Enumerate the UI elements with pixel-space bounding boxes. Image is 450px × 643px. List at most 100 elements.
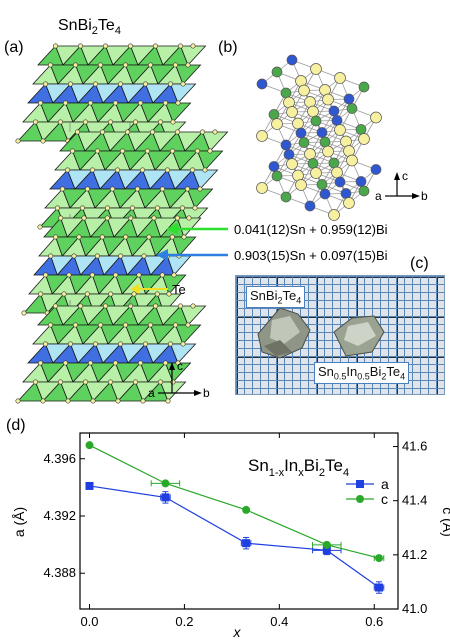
te-atom	[48, 253, 54, 259]
te-atom	[163, 100, 169, 106]
te-atom	[118, 253, 124, 259]
te-atom	[173, 62, 179, 68]
te-atom	[169, 234, 175, 240]
te-atom	[292, 117, 304, 130]
te-atom	[175, 100, 181, 106]
te-atom	[120, 148, 126, 154]
y-right-tick-label: 41.2	[402, 547, 427, 562]
te-atom	[271, 118, 283, 130]
data-point-c	[242, 505, 251, 514]
te-atom	[154, 291, 160, 297]
te-atom	[85, 186, 91, 192]
y-left-tick-label: 4.388	[43, 565, 76, 580]
chart-title: Sn1-xInxBi2Te4	[248, 456, 349, 479]
axis-b-label-b: b	[421, 189, 428, 203]
te-atom	[202, 167, 208, 173]
te-atom	[304, 148, 316, 160]
te-atom	[165, 167, 171, 173]
bi-site-atom	[358, 185, 370, 197]
te-atom	[123, 62, 129, 68]
chart-series	[85, 441, 385, 594]
te-atom	[178, 303, 184, 309]
te-atom	[322, 145, 334, 158]
te-atom	[150, 129, 156, 135]
te-atom	[123, 322, 129, 328]
panel-label-b: (b)	[218, 39, 238, 56]
te-atom	[108, 379, 114, 385]
te-atom	[115, 398, 121, 404]
te-atom	[84, 291, 90, 297]
axes-indicator-b: c b a	[375, 169, 428, 203]
te-atom	[175, 360, 181, 366]
te-atom	[310, 167, 322, 179]
data-point-a	[242, 539, 251, 548]
x-tick-label: 0.0	[80, 614, 98, 629]
te-atom	[58, 215, 64, 221]
te-atom	[66, 272, 72, 278]
bi-site-atom	[355, 124, 367, 135]
te-atom	[180, 81, 186, 87]
te-atom	[32, 379, 38, 385]
x-tick-label: 0.2	[175, 614, 193, 629]
left-axis-label: a (Å)	[11, 507, 27, 537]
sn-site-atom	[334, 176, 346, 188]
sn-site-atom	[331, 115, 343, 126]
te-atom	[343, 197, 355, 209]
photo-label-snbi2te4: SnBi2Te4	[246, 286, 306, 308]
te-atom	[42, 81, 48, 87]
axis-c-label-b: c	[402, 169, 408, 183]
te-atom	[37, 360, 43, 366]
te-atom	[88, 360, 94, 366]
x-tick-label: 0.6	[365, 614, 383, 629]
series-c	[85, 441, 385, 563]
photo-label-sn-in-bi2te4: Sn0.5In0.5Bi2Te4	[314, 362, 410, 384]
te-atom	[47, 322, 53, 328]
te-atom	[286, 106, 298, 118]
te-atom	[145, 148, 151, 154]
data-point-a	[161, 493, 170, 502]
te-atom	[52, 303, 58, 309]
right-axis-label: c (Å)	[440, 507, 450, 537]
te-atom	[113, 100, 119, 106]
te-atom	[21, 310, 27, 316]
sn-site-atom	[304, 200, 316, 212]
te-atom	[53, 234, 59, 240]
te-atom	[38, 291, 44, 297]
legend: a c	[346, 476, 389, 507]
te-atom	[40, 398, 46, 404]
te-atom	[165, 398, 171, 404]
te-atom	[62, 360, 68, 366]
te-atom	[295, 179, 307, 191]
data-point-a	[85, 481, 94, 490]
te-atom	[140, 167, 146, 173]
te-atom	[128, 215, 134, 221]
x-axis-ticks: 0.0 0.2 0.4 0.6	[80, 433, 383, 629]
legend-marker-a	[356, 480, 364, 488]
layer-2	[37, 129, 229, 230]
te-atom	[256, 130, 268, 142]
te-atom	[159, 272, 165, 278]
te-atom	[83, 119, 89, 125]
te-atom	[174, 215, 180, 221]
te-atom	[195, 148, 201, 154]
te-atom	[148, 322, 154, 328]
te-atom	[334, 124, 346, 136]
crystal-layer-stack	[15, 43, 229, 404]
te-atom	[42, 341, 48, 347]
arrow-te-head	[130, 284, 139, 294]
te-atom	[76, 234, 82, 240]
te-atom	[310, 63, 322, 75]
te-site-text: Te	[172, 282, 186, 297]
te-atom	[155, 205, 161, 211]
te-atom	[104, 215, 110, 221]
te-atom	[138, 100, 144, 106]
te-atom	[135, 186, 141, 192]
te-atom	[181, 234, 187, 240]
te-atom	[143, 81, 149, 87]
te-atom	[15, 138, 21, 144]
te-atom	[131, 291, 137, 297]
sn-site-atom	[286, 54, 298, 66]
data-point-a	[375, 583, 384, 592]
layer-4	[15, 303, 207, 404]
sn-site-atom	[340, 188, 352, 199]
